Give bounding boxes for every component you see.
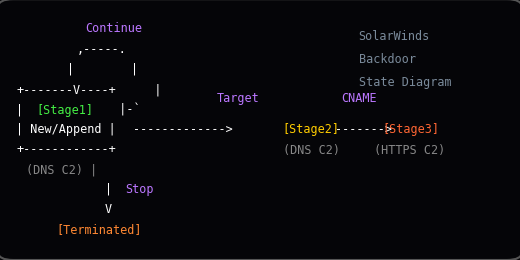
Text: State Diagram: State Diagram <box>359 76 451 89</box>
Text: [Terminated]: [Terminated] <box>57 223 142 236</box>
Text: ------------->: -------------> <box>133 124 232 136</box>
Text: V: V <box>105 203 112 216</box>
Text: (HTTPS C2): (HTTPS C2) <box>374 144 446 157</box>
Text: +------------+: +------------+ <box>16 143 116 156</box>
Text: (DNS C2): (DNS C2) <box>283 144 340 157</box>
Text: [Stage2]: [Stage2] <box>283 124 340 136</box>
Text: | New/Append |: | New/Append | <box>16 124 116 136</box>
Text: |: | <box>16 104 23 117</box>
Text: [Stage3]: [Stage3] <box>382 124 439 136</box>
Text: |-`: |-` <box>106 104 141 117</box>
Text: |: | <box>131 62 138 75</box>
Text: |: | <box>105 183 112 196</box>
Text: [Stage1]: [Stage1] <box>36 104 94 117</box>
Text: Continue: Continue <box>86 22 142 35</box>
Text: Stop: Stop <box>125 183 153 196</box>
Text: ------->: -------> <box>335 124 392 136</box>
Text: +-------V----+: +-------V----+ <box>16 84 116 97</box>
Text: |: | <box>67 62 74 75</box>
Text: ,-----.: ,-----. <box>77 43 127 56</box>
Text: Backdoor: Backdoor <box>359 53 415 66</box>
Text: Target: Target <box>217 92 260 105</box>
Text: SolarWinds: SolarWinds <box>359 30 430 43</box>
Text: |: | <box>133 84 161 97</box>
Text: CNAME: CNAME <box>341 92 376 105</box>
Text: (DNS C2) |: (DNS C2) | <box>27 163 98 176</box>
